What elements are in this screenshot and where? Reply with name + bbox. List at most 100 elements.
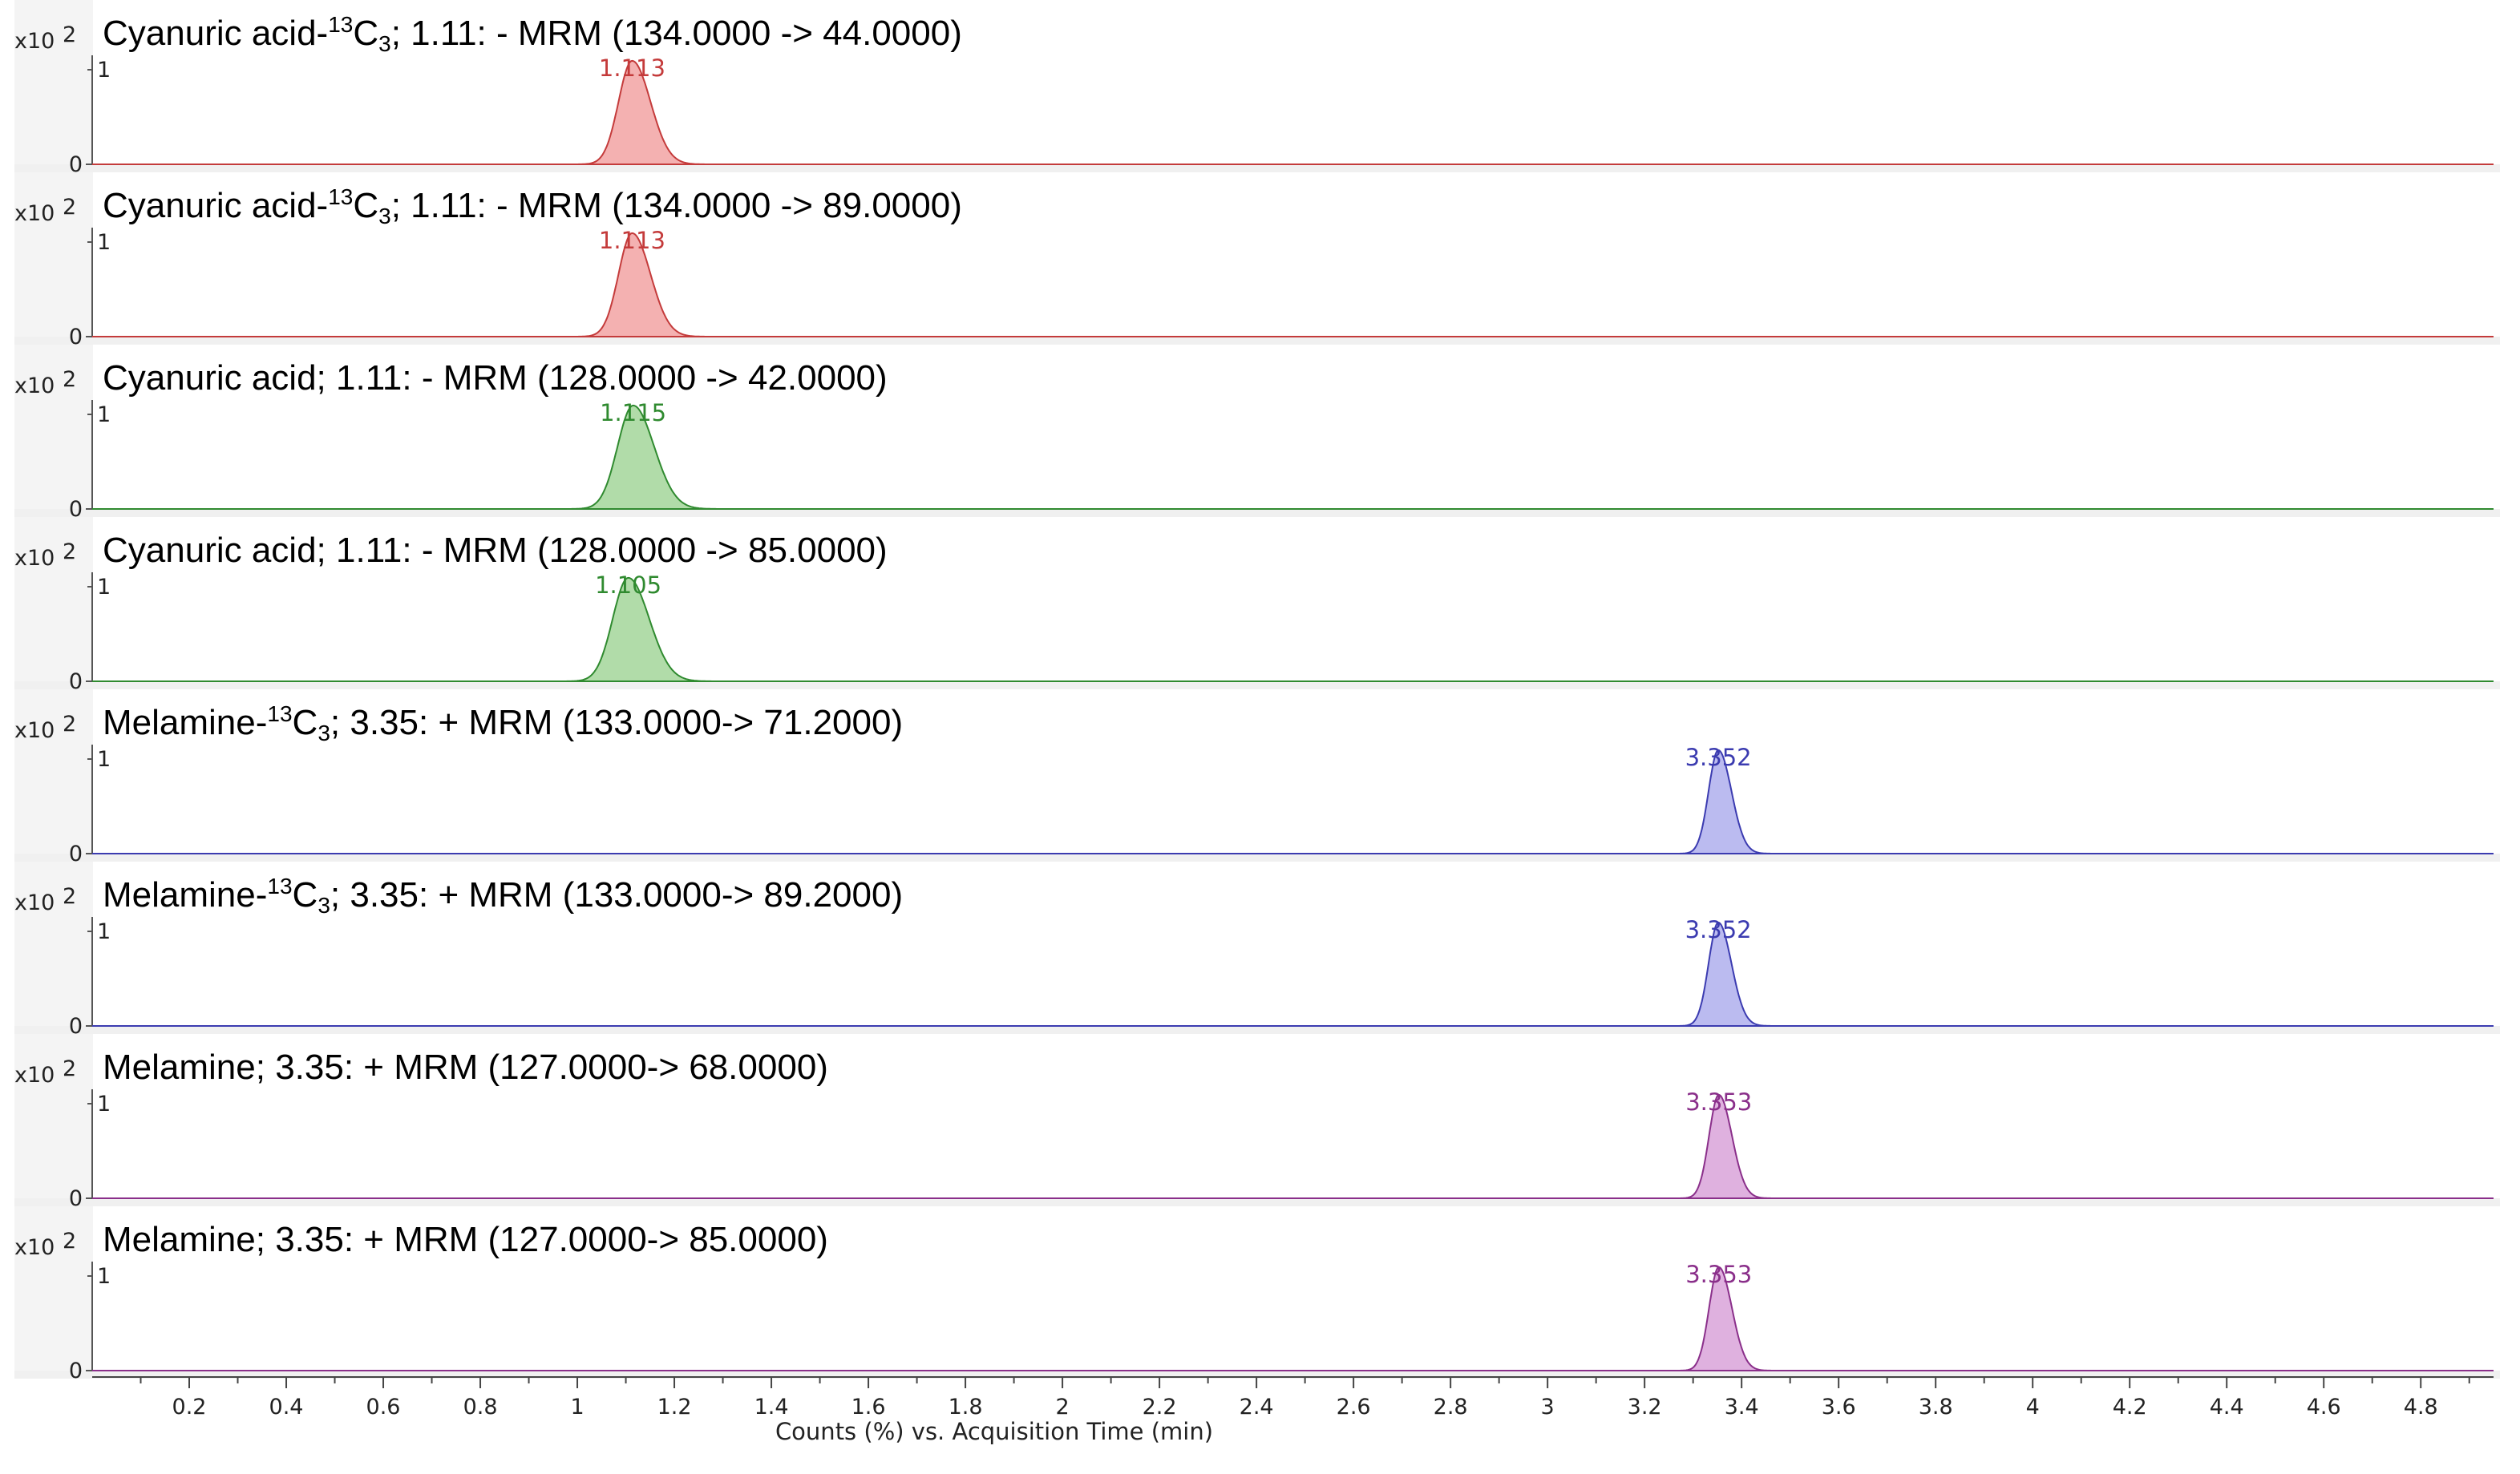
x-tick-label: 2.8 <box>1434 1395 1468 1419</box>
y-scale-label: x10 <box>14 201 55 226</box>
x-tick-label: 1.6 <box>851 1395 886 1419</box>
peak-trace <box>1651 1266 1816 1371</box>
x-tick-label: 4.4 <box>2210 1395 2244 1419</box>
y-tick-label-max: 1 <box>97 747 111 772</box>
panel-gutter <box>14 345 93 509</box>
x-tick-label: 4 <box>2026 1395 2040 1419</box>
x-tick-label: 3.4 <box>1725 1395 1759 1419</box>
panel-gutter <box>14 1034 93 1198</box>
y-scale-exponent: 2 <box>63 22 76 47</box>
peak-rt-label: 1.113 <box>599 227 665 254</box>
y-tick-label-zero: 0 <box>69 842 83 866</box>
x-tick-label: 4.8 <box>2404 1395 2438 1419</box>
panel-gutter <box>14 1206 93 1371</box>
y-scale-label: x10 <box>14 546 55 571</box>
peak-rt-label: 1.105 <box>595 571 661 599</box>
x-axis: 0.2 0.4 0.6 0.8 1 1.2 1.4 1.6 1.8 2 2.2 2.4 2.6 2.8 3 3… <box>92 1376 2494 1419</box>
trace-title: Melamine-13C3; 3.35: + MRM (133.0000-> 7… <box>103 701 903 745</box>
x-tick-label: 2.6 <box>1337 1395 1371 1419</box>
peak-rt-label: 3.352 <box>1685 744 1752 771</box>
peak-trace <box>564 404 730 510</box>
x-tick-label: 3.8 <box>1919 1395 1953 1419</box>
y-scale-exponent: 2 <box>63 367 76 392</box>
x-tick-label: 1.2 <box>657 1395 692 1419</box>
peak-trace <box>564 59 730 165</box>
x-tick-label: 1.4 <box>754 1395 789 1419</box>
panel-separator <box>14 681 2500 689</box>
panel-separator <box>14 1198 2500 1206</box>
y-scale-label: x10 <box>14 1235 55 1260</box>
y-scale-label: x10 <box>14 29 55 54</box>
x-tick-label: 2.4 <box>1240 1395 1274 1419</box>
peak-rt-label: 3.353 <box>1685 1088 1752 1116</box>
peak-rt-label: 3.352 <box>1685 916 1752 943</box>
y-tick-label-zero: 0 <box>69 1359 83 1383</box>
y-tick-label-max: 1 <box>97 919 111 944</box>
trace-title: Cyanuric acid-13C3; 1.11: - MRM (134.000… <box>103 184 962 228</box>
peak-trace <box>1650 749 1816 854</box>
x-tick-label: 0.2 <box>172 1395 207 1419</box>
panel-separator <box>14 337 2500 345</box>
x-axis-label: Counts (%) vs. Acquisition Time (min) <box>775 1418 1213 1445</box>
y-scale-exponent: 2 <box>63 884 76 909</box>
x-tick-label: 2.2 <box>1143 1395 1177 1419</box>
y-tick-label-max: 1 <box>97 402 111 427</box>
peak-trace <box>1651 1093 1816 1199</box>
trace-title: Cyanuric acid; 1.11: - MRM (128.0000 -> … <box>103 358 888 398</box>
y-scale-label: x10 <box>14 1063 55 1088</box>
y-tick-label-max: 1 <box>97 230 111 255</box>
y-scale-exponent: 2 <box>63 539 76 564</box>
x-tick-label: 4.2 <box>2113 1395 2147 1419</box>
chromatogram-panel: x10 2 0 1 3.353 Melamine; 3.35: + MRM (127.00… <box>14 1206 2500 1383</box>
trace-title: Melamine-13C3; 3.35: + MRM (133.0000-> 8… <box>103 874 903 918</box>
chromatogram-panel: x10 2 0 1 3.352 Melamine-13C3; 3.35: + MRM (1… <box>14 689 2500 866</box>
y-tick-label-zero: 0 <box>69 1014 83 1039</box>
trace-title: Cyanuric acid-13C3; 1.11: - MRM (134.000… <box>103 12 962 56</box>
y-tick-label-zero: 0 <box>69 497 83 522</box>
trace-title: Melamine; 3.35: + MRM (127.0000-> 68.000… <box>103 1048 828 1087</box>
y-tick-label-max: 1 <box>97 1092 111 1117</box>
panel-separator <box>14 1371 2500 1379</box>
x-tick-label: 1.8 <box>949 1395 983 1419</box>
x-tick-label: 3.2 <box>1628 1395 1662 1419</box>
x-tick-label: 2 <box>1056 1395 1070 1419</box>
x-tick-label: 3 <box>1541 1395 1555 1419</box>
y-tick-label-zero: 0 <box>69 669 83 694</box>
panel-gutter <box>14 517 93 681</box>
panel-gutter <box>14 0 93 164</box>
peak-rt-label: 3.353 <box>1685 1261 1752 1288</box>
y-scale-exponent: 2 <box>63 1056 76 1081</box>
peak-rt-label: 1.115 <box>600 399 666 426</box>
y-tick-label-zero: 0 <box>69 325 83 349</box>
panel-gutter <box>14 689 93 854</box>
chromatogram-panel: x10 2 0 1 3.352 Melamine-13C3; 3.35: + MRM (1… <box>14 862 2500 1039</box>
y-scale-exponent: 2 <box>63 1229 76 1254</box>
panel-separator <box>14 509 2500 517</box>
peak-trace <box>1650 921 1816 1027</box>
panel-separator <box>14 854 2500 862</box>
y-tick-label-max: 1 <box>97 58 111 83</box>
peak-trace <box>560 576 726 682</box>
y-scale-label: x10 <box>14 718 55 743</box>
x-tick-label: 3.6 <box>1822 1395 1856 1419</box>
panel-separator <box>14 164 2500 172</box>
y-scale-label: x10 <box>14 890 55 915</box>
y-scale-exponent: 2 <box>63 195 76 220</box>
trace-title: Cyanuric acid; 1.11: - MRM (128.0000 -> … <box>103 531 888 570</box>
x-tick-label: 4.6 <box>2307 1395 2341 1419</box>
panel-gutter <box>14 862 93 1026</box>
x-tick-label: 0.6 <box>366 1395 401 1419</box>
x-tick-label: 0.4 <box>269 1395 304 1419</box>
x-tick-label: 1 <box>570 1395 584 1419</box>
x-tick-label: 0.8 <box>463 1395 498 1419</box>
y-tick-label-zero: 0 <box>69 1186 83 1211</box>
y-scale-label: x10 <box>14 374 55 398</box>
chromatogram-panel: x10 2 0 1 3.353 Melamine; 3.35: + MRM (127.00… <box>14 1034 2500 1211</box>
